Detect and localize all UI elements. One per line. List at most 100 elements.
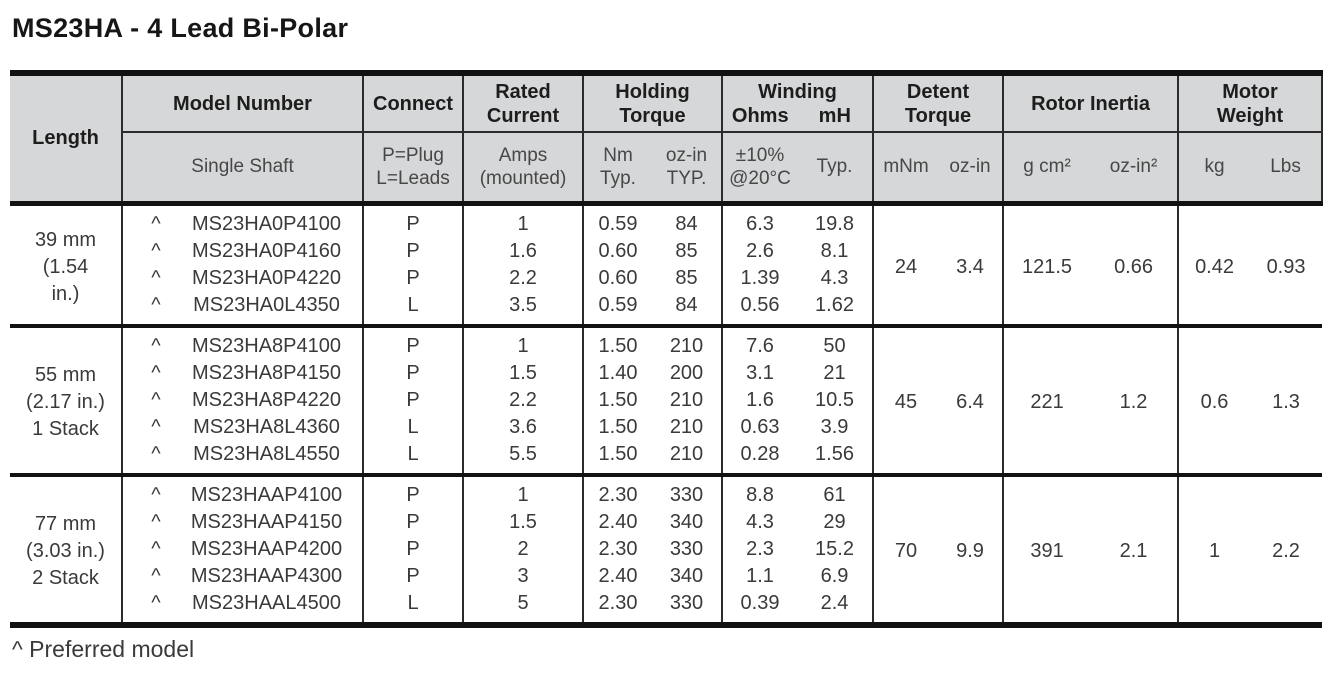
- winding-mh-cell: 21: [823, 361, 846, 384]
- subheader-gcm2: g cm²: [1002, 132, 1091, 203]
- model-number: MS23HAAL4500: [192, 591, 341, 614]
- connect-cell: P: [362, 562, 463, 590]
- amps-cell: 2: [462, 535, 583, 563]
- connect-cell: P: [362, 325, 463, 360]
- holding-nm-cell: 2.30: [582, 589, 652, 625]
- model-row: ^ MS23HA8L4360 L 3.6 1.50 210 0.63 3.9: [10, 413, 1322, 441]
- preferred-caret-icon: ^: [151, 266, 161, 289]
- length-line: (3.03 in.): [26, 540, 105, 562]
- header-row-main: Length Model Number Connect Rated Curren…: [10, 73, 1324, 149]
- winding-ohms-cell: 0.28: [721, 440, 797, 475]
- winding-ohms-cell: 6.3: [721, 203, 797, 238]
- col-header-holding-torque: Holding Torque: [582, 73, 722, 133]
- model-row: ^ MS23HA0L4350 L 3.5 0.59 84 0.56 1.62: [10, 291, 1322, 326]
- amps-cell: 1: [462, 474, 583, 509]
- subheader-kg: kg: [1177, 132, 1251, 203]
- weight-kg-cell: 1: [1177, 474, 1251, 625]
- holding-nm-cell: 2.40: [582, 508, 652, 536]
- amps-cell: 2.2: [462, 264, 583, 292]
- connect-cell: L: [362, 413, 463, 441]
- preferred-caret-icon: ^: [151, 537, 161, 560]
- preferred-caret-icon: ^: [151, 212, 161, 235]
- winding-mh-cell: 4.3: [820, 266, 849, 289]
- model-number: MS23HA0L4350: [193, 293, 340, 316]
- amps-cell: 3.6: [462, 413, 583, 441]
- amps-cell: 1.6: [462, 237, 583, 265]
- amps-cell: 5: [462, 589, 583, 625]
- length-line: 55 mm: [34, 364, 97, 386]
- connect-cell: L: [362, 589, 463, 625]
- model-row: ^ MS23HA8P4220 P 2.2 1.50 210 1.6 10.5: [10, 386, 1322, 414]
- preferred-caret-icon: ^: [151, 591, 161, 614]
- weight-kg-cell: 0.42: [1177, 203, 1251, 326]
- model-wrap: ^ MS23HAAP4300: [123, 563, 362, 590]
- model-row: ^ MS23HAAP4300 P 3 2.40 340 1.1 6.9: [10, 562, 1322, 590]
- model-cell: ^ MS23HAAP4300: [121, 562, 363, 590]
- model-number: MS23HA0P4160: [192, 239, 341, 262]
- model-cell: ^ MS23HA8L4550: [121, 440, 363, 475]
- subheader-mnm: mNm: [872, 132, 939, 203]
- model-cell: ^ MS23HAAL4500: [121, 589, 363, 625]
- holding-ozin-cell: 210: [669, 388, 704, 411]
- amps-cell: 3.5: [462, 291, 583, 326]
- winding-ohms-cell: 1.6: [721, 386, 797, 414]
- winding-ohms-cell: 4.3: [721, 508, 797, 536]
- amps-cell: 1: [462, 203, 583, 238]
- weight-lbs-cell: 1.3: [1272, 391, 1300, 413]
- holding-nm-cell: 0.59: [582, 291, 652, 326]
- col-header-detent-torque: Detent Torque: [872, 73, 1004, 133]
- model-cell: ^ MS23HA0L4350: [121, 291, 363, 326]
- model-cell: ^ MS23HA8P4150: [121, 359, 363, 387]
- detent-ozin-cell: 9.9: [956, 540, 984, 562]
- holding-ozin-cell: 340: [669, 510, 704, 533]
- model-wrap: ^ MS23HA8P4100: [123, 333, 362, 360]
- holding-ozin-cell: 84: [675, 212, 698, 235]
- length-cell: 55 mm (2.17 in.) 1 Stack: [10, 326, 122, 475]
- rotor-ozin2-cell: 2.1: [1119, 540, 1148, 562]
- model-number: MS23HA8L4360: [193, 415, 340, 438]
- winding-ohms-cell: 0.39: [721, 589, 797, 625]
- winding-mh-cell: 8.1: [820, 239, 849, 262]
- preferred-caret-icon: ^: [151, 361, 161, 384]
- rotor-gcm2-cell: 121.5: [1002, 203, 1091, 326]
- model-number: MS23HAAP4200: [190, 537, 343, 560]
- model-row: ^ MS23HA8L4550 L 5.5 1.50 210 0.28 1.56: [10, 440, 1322, 475]
- col-header-model-number: Model Number: [121, 73, 363, 133]
- length-line: 77 mm: [34, 513, 97, 535]
- winding-mh-cell: 1.62: [815, 293, 854, 316]
- winding-ohms-cell: 8.8: [721, 474, 797, 509]
- length-group-1: 55 mm (2.17 in.) 1 Stack ^ MS23HA8P4100 P 1 1.5…: [10, 325, 1323, 475]
- model-cell: ^ MS23HA0P4160: [121, 237, 363, 265]
- winding-mh-cell: 1.56: [815, 442, 854, 465]
- holding-nm-cell: 2.30: [582, 535, 652, 563]
- connect-cell: P: [362, 237, 463, 265]
- length-line: 2 Stack: [32, 567, 99, 589]
- subheader-nm-typ: Nm Typ.: [582, 132, 652, 203]
- model-cell: ^ MS23HA8L4360: [121, 413, 363, 441]
- amps-cell: 3: [462, 562, 583, 590]
- winding-mh-cell: 19.8: [815, 212, 854, 235]
- length-group-2: 77 mm (3.03 in.) 2 Stack ^ MS23HAAP4100 P 1 2.3…: [10, 474, 1323, 625]
- subheader-ozin2: oz-in²: [1109, 156, 1158, 178]
- connect-cell: P: [362, 359, 463, 387]
- model-row: ^ MS23HA8P4150 P 1.5 1.40 200 3.1 21: [10, 359, 1322, 387]
- preferred-caret-icon: ^: [151, 239, 161, 262]
- preferred-model-footnote: ^ Preferred model: [12, 635, 195, 662]
- connect-cell: P: [362, 386, 463, 414]
- page-title: MS23HA - 4 Lead Bi-Polar: [12, 13, 349, 43]
- length-line: in.): [51, 282, 80, 305]
- winding-mh-cell: 50: [823, 334, 846, 357]
- holding-nm-cell: 1.50: [582, 413, 652, 441]
- length-line: (1.54: [42, 255, 89, 278]
- model-cell: ^ MS23HA8P4220: [121, 386, 363, 414]
- model-wrap: ^ MS23HA8P4220: [123, 387, 362, 414]
- preferred-caret-icon: ^: [151, 564, 161, 587]
- length-cell: 77 mm (3.03 in.) 2 Stack: [10, 475, 122, 625]
- model-wrap: ^ MS23HA0P4160: [123, 238, 362, 265]
- holding-nm-cell: 2.30: [582, 474, 652, 509]
- holding-nm-cell: 2.40: [582, 562, 652, 590]
- holding-nm-cell: 1.40: [582, 359, 652, 387]
- model-wrap: ^ MS23HA0P4220: [123, 265, 362, 292]
- model-number: MS23HA8P4220: [192, 388, 341, 411]
- preferred-caret-icon: ^: [151, 293, 161, 316]
